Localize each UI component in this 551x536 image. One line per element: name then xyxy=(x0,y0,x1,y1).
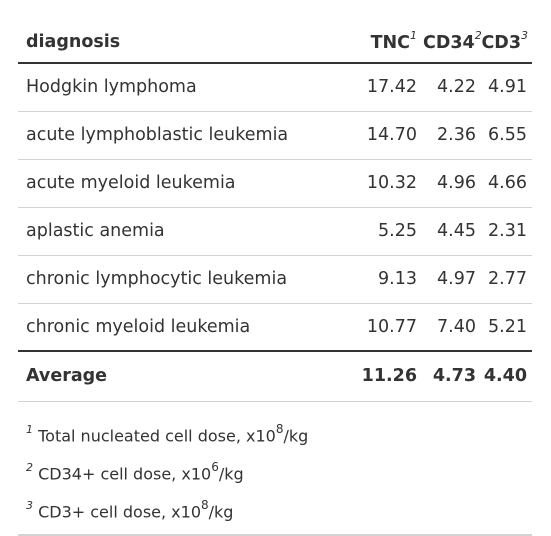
cell-tnc: 10.77 xyxy=(340,303,423,352)
footnote-unit: /kg xyxy=(218,463,244,483)
cell-cd3: 4.66 xyxy=(481,159,532,208)
cell-diagnosis: acute myeloid leukemia xyxy=(18,159,340,208)
cell-cd3: 5.21 xyxy=(481,303,532,352)
table-body: Hodgkin lymphoma 17.42 4.22 4.91 acute l… xyxy=(18,63,532,402)
cell-cd34: 4.96 xyxy=(423,159,481,208)
footnote-unit: /kg xyxy=(208,501,234,521)
table-row: chronic myeloid leukemia 10.77 7.40 5.21 xyxy=(18,303,532,352)
table-row: acute lymphoblastic leukemia 14.70 2.36 … xyxy=(18,111,532,160)
cell-cd3: 4.91 xyxy=(481,63,532,112)
table-header: diagnosis TNC1 CD342 CD33 xyxy=(18,22,532,64)
footnote-exponent: 8 xyxy=(201,497,209,512)
cell-diagnosis: chronic lymphocytic leukemia xyxy=(18,255,340,304)
footnote: 3 CD3+ cell dose, x108/kg xyxy=(26,488,532,526)
footnote-mark: 3 xyxy=(521,29,528,43)
column-header-label: CD34 xyxy=(423,32,475,53)
footnote-text: Total nucleated cell dose, x10 xyxy=(38,425,276,445)
summary-row: Average 11.26 4.73 4.40 xyxy=(18,351,532,402)
summary-label: Average xyxy=(18,351,340,402)
cell-cd3: 2.31 xyxy=(481,207,532,256)
dose-table-container: diagnosis TNC1 CD342 CD33 Hodgkin lympho… xyxy=(18,22,532,536)
summary-cd34: 4.73 xyxy=(423,351,481,402)
cell-diagnosis: Hodgkin lymphoma xyxy=(18,63,340,112)
footnote: 1 Total nucleated cell dose, x108/kg xyxy=(26,412,532,450)
column-header-cd34: CD342 xyxy=(423,22,482,64)
cell-cd34: 4.22 xyxy=(423,63,481,112)
summary-tnc: 11.26 xyxy=(340,351,423,402)
table-footnotes: 1 Total nucleated cell dose, x108/kg 2 C… xyxy=(18,402,532,536)
footnote-mark: 1 xyxy=(410,29,417,43)
cell-tnc: 10.32 xyxy=(340,159,423,208)
cell-tnc: 17.42 xyxy=(340,63,423,112)
footnote-exponent: 6 xyxy=(211,459,219,474)
cell-cd34: 2.36 xyxy=(423,111,481,160)
cell-tnc: 14.70 xyxy=(340,111,423,160)
table-row: aplastic anemia 5.25 4.45 2.31 xyxy=(18,207,532,256)
column-header-label: diagnosis xyxy=(26,32,121,52)
summary-cd3: 4.40 xyxy=(481,351,532,402)
cell-cd3: 2.77 xyxy=(481,255,532,304)
column-header-diagnosis: diagnosis xyxy=(18,22,340,64)
cell-cd3: 6.55 xyxy=(481,111,532,160)
footnote-exponent: 8 xyxy=(275,421,284,436)
cell-cd34: 4.45 xyxy=(423,207,481,256)
cell-diagnosis: acute lymphoblastic leukemia xyxy=(18,111,340,160)
footnote: 2 CD34+ cell dose, x106/kg xyxy=(26,450,532,488)
column-header-label: TNC xyxy=(370,32,410,53)
footnote-mark: 1 xyxy=(26,422,33,436)
cell-tnc: 9.13 xyxy=(340,255,423,304)
footnote-mark: 2 xyxy=(26,460,33,474)
footnote-text: CD34+ cell dose, x10 xyxy=(38,463,212,483)
footnote-mark: 2 xyxy=(474,29,482,43)
cell-tnc: 5.25 xyxy=(340,207,423,256)
cell-diagnosis: aplastic anemia xyxy=(18,207,340,256)
header-row: diagnosis TNC1 CD342 CD33 xyxy=(18,22,532,64)
column-header-tnc: TNC1 xyxy=(340,22,423,64)
dose-table: diagnosis TNC1 CD342 CD33 Hodgkin lympho… xyxy=(18,22,532,402)
table-row: acute myeloid leukemia 10.32 4.96 4.66 xyxy=(18,159,532,208)
footnote-mark: 3 xyxy=(26,498,33,512)
column-header-label: CD3 xyxy=(481,32,521,53)
column-header-cd3: CD33 xyxy=(481,22,532,64)
table-row: chronic lymphocytic leukemia 9.13 4.97 2… xyxy=(18,255,532,304)
cell-cd34: 4.97 xyxy=(423,255,481,304)
footnote-text: CD3+ cell dose, x10 xyxy=(38,501,201,521)
cell-cd34: 7.40 xyxy=(423,303,481,352)
table-row: Hodgkin lymphoma 17.42 4.22 4.91 xyxy=(18,63,532,112)
cell-diagnosis: chronic myeloid leukemia xyxy=(18,303,340,352)
footnote-unit: /kg xyxy=(283,425,309,445)
